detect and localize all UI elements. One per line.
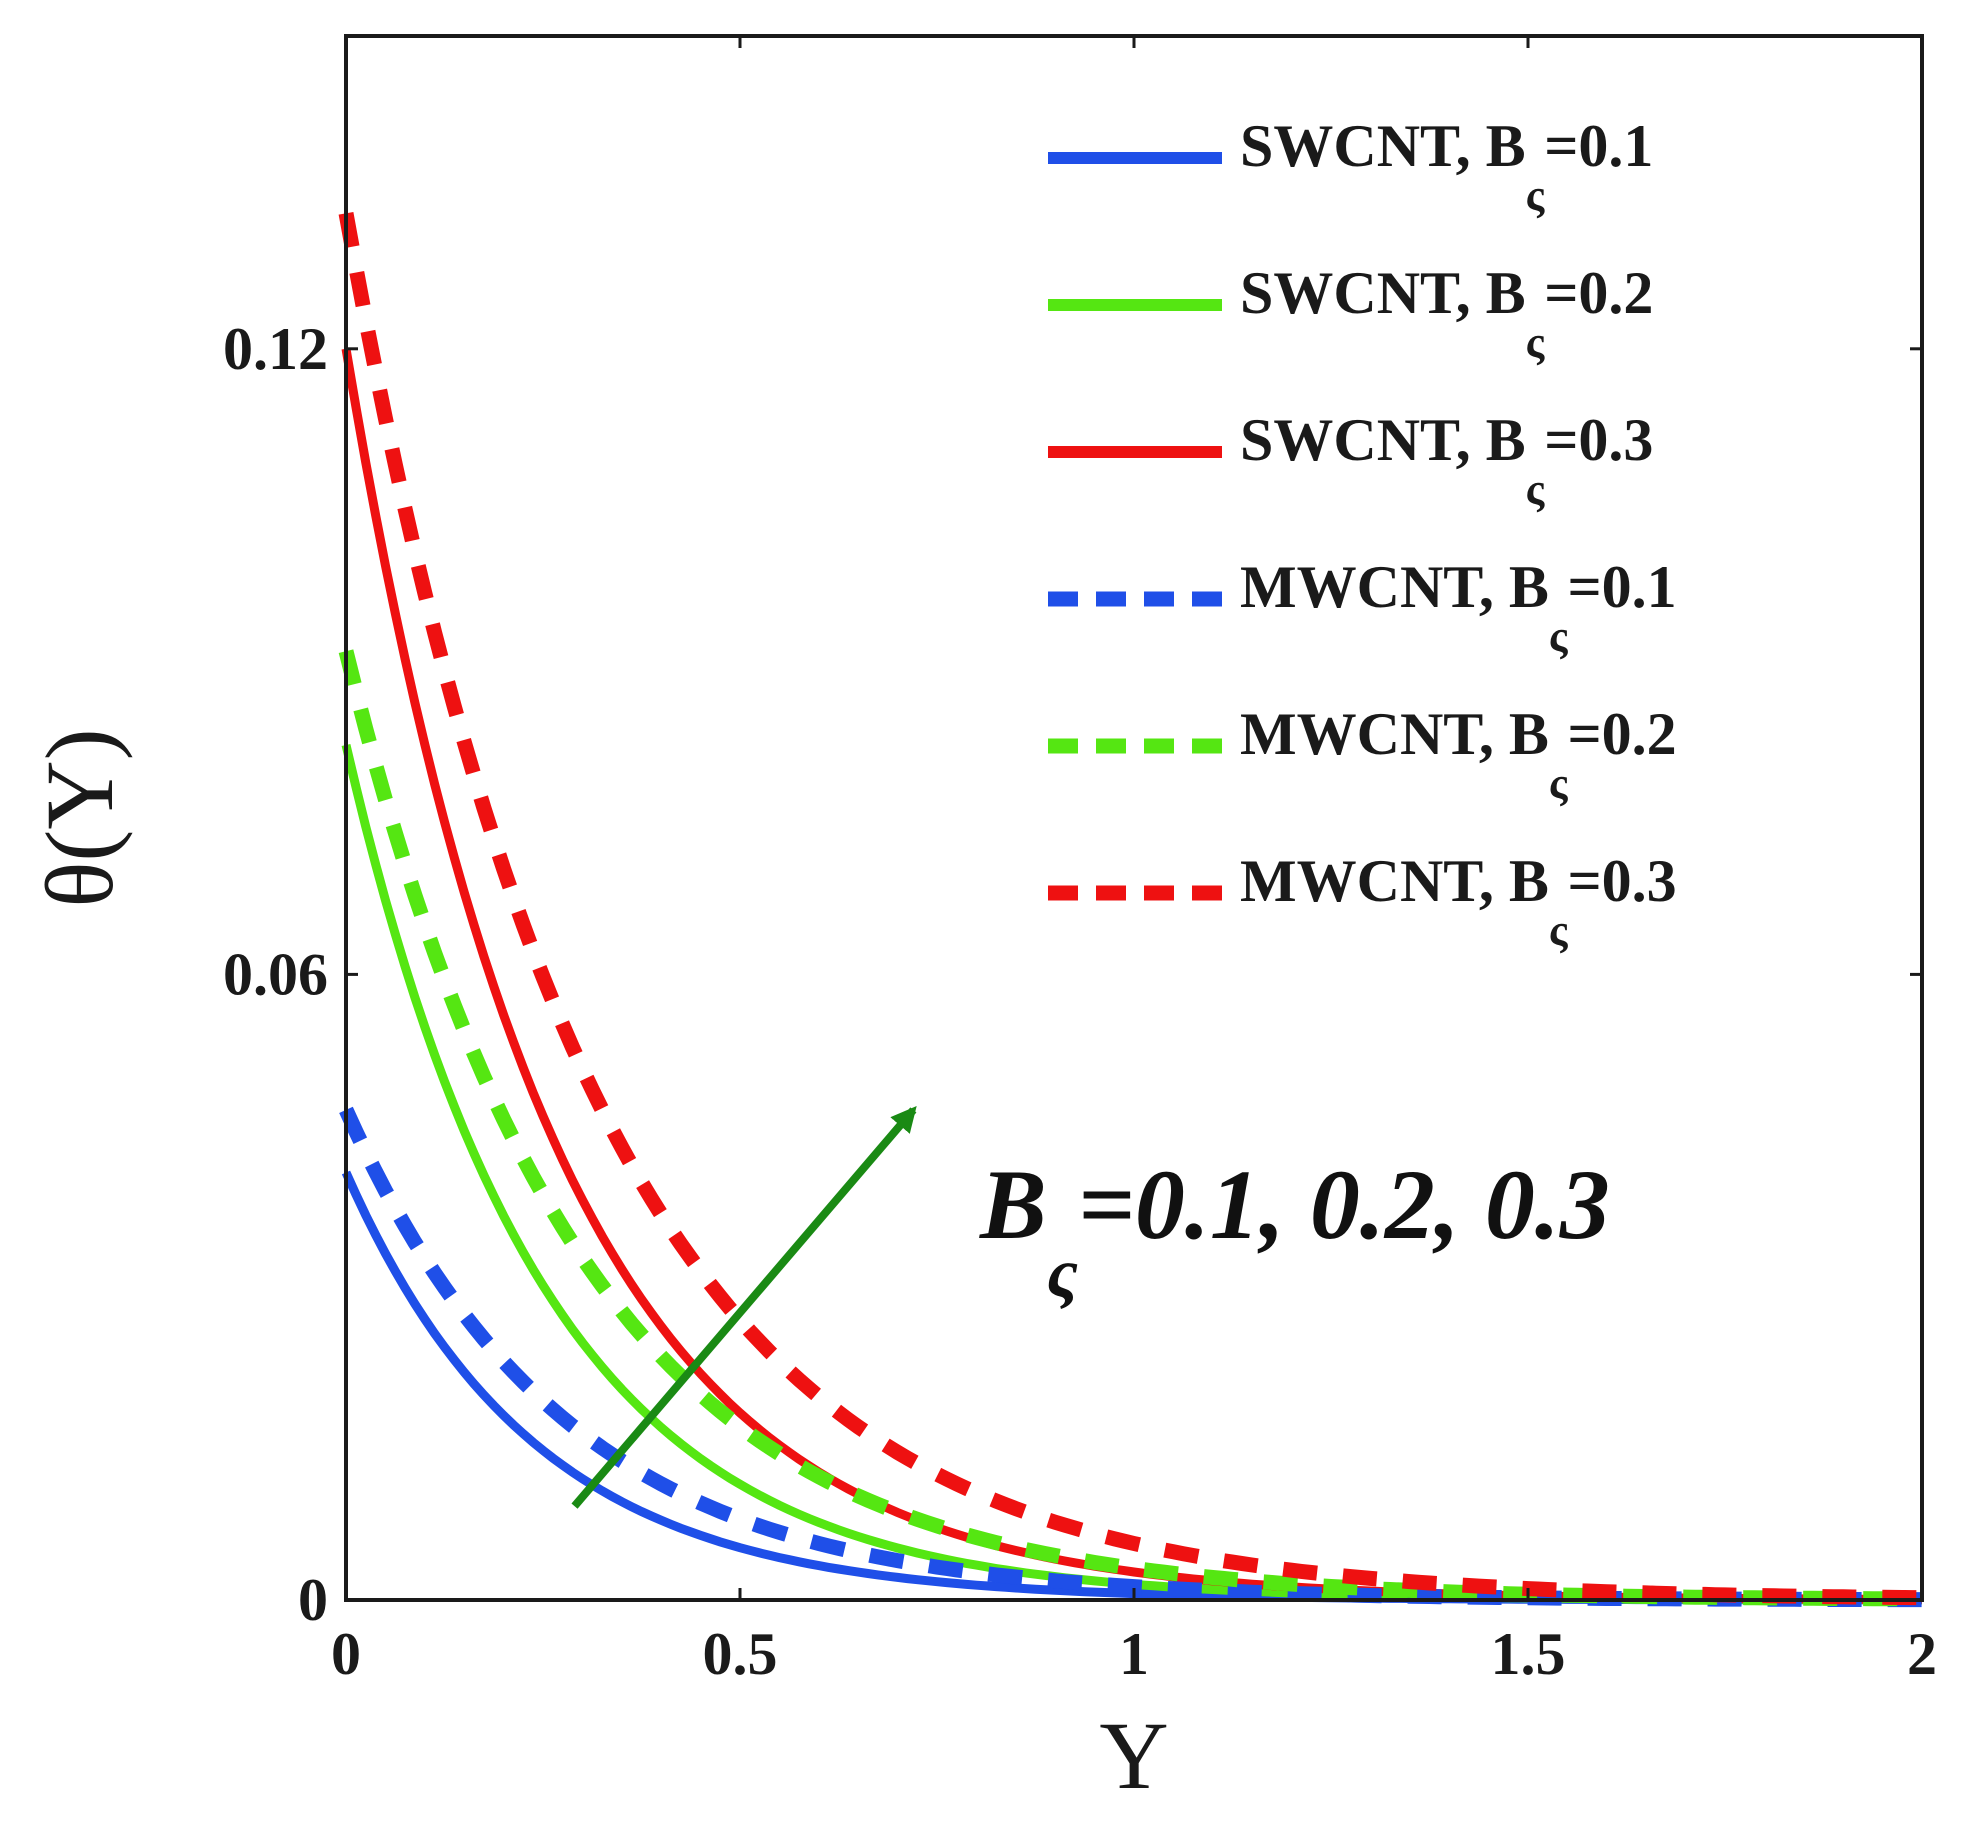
x-tick-label: 1 xyxy=(1119,1621,1149,1687)
y-tick-label: 0.12 xyxy=(223,316,328,382)
legend-label-value: =0.2 xyxy=(1544,260,1653,326)
data-curves xyxy=(338,211,1923,1608)
legend-label-value: =0.2 xyxy=(1567,701,1676,767)
legend-label-sub: ς xyxy=(1526,171,1546,220)
legend-label-sub: ς xyxy=(1549,759,1569,808)
annotation-label: Bς=0.1, 0.2, 0.3 xyxy=(979,1149,1610,1312)
annotation: Bς=0.1, 0.2, 0.3 xyxy=(571,1106,1610,1509)
legend-label-main: MWCNT, B xyxy=(1240,554,1549,620)
legend-label: SWCNT, Bς=0.1 xyxy=(1240,113,1653,220)
legend-label-value: =0.1 xyxy=(1544,113,1653,179)
legend-label-value: =0.1 xyxy=(1567,554,1676,620)
legend-label-sub: ς xyxy=(1526,318,1546,367)
legend-label-main: SWCNT, B xyxy=(1240,113,1526,179)
axis-ticks: 0 0.5 1 1.5 2 0 0.06 0.12 xyxy=(223,36,1937,1687)
legend-label-main: MWCNT, B xyxy=(1240,701,1549,767)
series-line-6 xyxy=(338,211,1923,1606)
y-tick-label: 0.06 xyxy=(223,941,328,1007)
series-line-3 xyxy=(341,348,1923,1604)
legend-label-sub: ς xyxy=(1526,465,1546,514)
annotation-main: B xyxy=(979,1149,1047,1260)
x-tick-label: 0.5 xyxy=(703,1621,778,1687)
legend-label: SWCNT, Bς=0.3 xyxy=(1240,407,1653,514)
legend-label: SWCNT, Bς=0.2 xyxy=(1240,260,1653,367)
x-tick-label: 2 xyxy=(1907,1621,1937,1687)
y-axis-label: θ(Υ) xyxy=(26,728,133,907)
y-tick-label: 0 xyxy=(298,1567,328,1633)
series-line-5 xyxy=(338,649,1922,1607)
annotation-arrow xyxy=(571,1106,917,1509)
plot-frame xyxy=(344,34,1924,1602)
legend-label-value: =0.3 xyxy=(1544,407,1653,473)
legend-label: MWCNT, Bς=0.3 xyxy=(1240,848,1677,955)
annotation-sub: ς xyxy=(1047,1235,1078,1312)
legend-label-sub: ς xyxy=(1549,906,1569,955)
legend-label: MWCNT, Bς=0.2 xyxy=(1240,701,1677,808)
legend-label-main: SWCNT, B xyxy=(1240,260,1526,326)
legend-label-value: =0.3 xyxy=(1567,848,1676,914)
x-axis-label: Υ xyxy=(1099,1702,1168,1809)
legend-label-sub: ς xyxy=(1549,612,1569,661)
annotation-values: =0.1, 0.2, 0.3 xyxy=(1078,1149,1610,1260)
legend-label: MWCNT, Bς=0.1 xyxy=(1240,554,1677,661)
x-tick-label: 0 xyxy=(331,1621,361,1687)
x-tick-label: 1.5 xyxy=(1491,1621,1566,1687)
legend-label-main: MWCNT, B xyxy=(1240,848,1549,914)
legend-label-main: SWCNT, B xyxy=(1240,407,1526,473)
